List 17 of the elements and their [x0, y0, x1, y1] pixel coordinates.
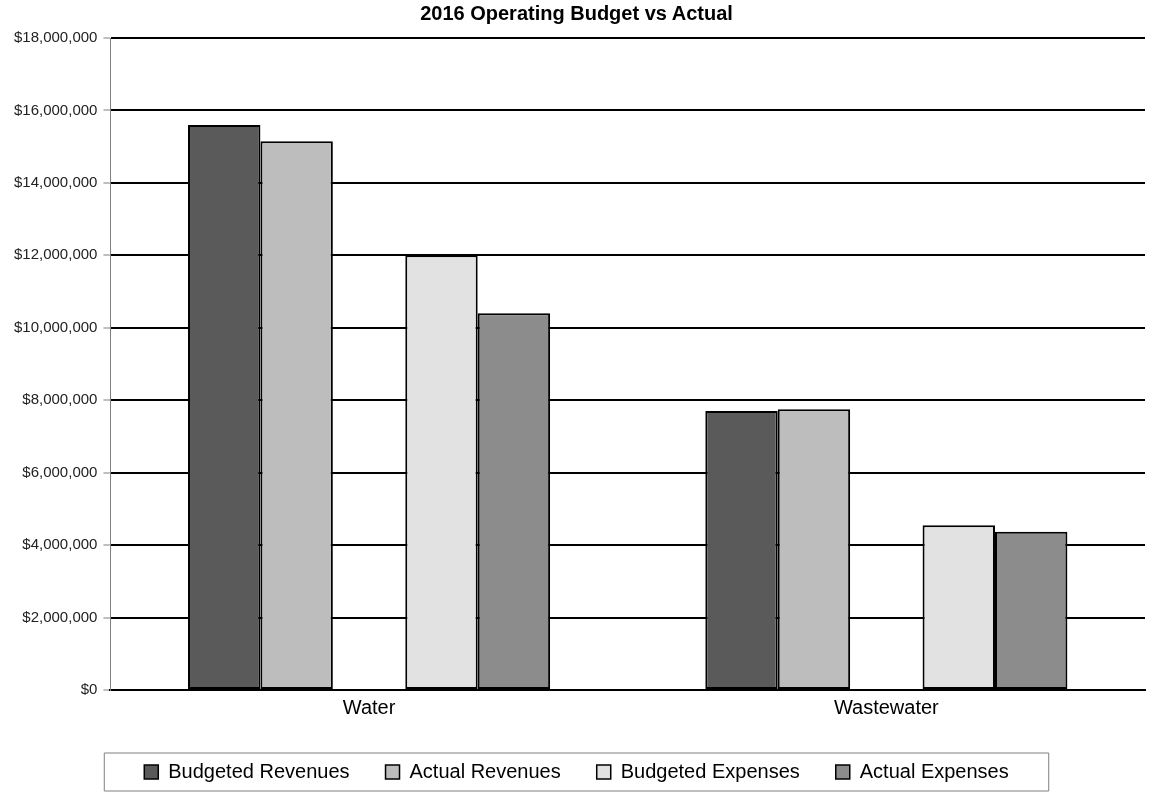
legend-label: Budgeted Expenses [620, 759, 800, 782]
y-tick-label: $10,000,000 [13, 317, 98, 335]
legend-label: Budgeted Revenues [168, 759, 350, 782]
chart-title: 2016 Operating Budget vs Actual [420, 1, 733, 24]
y-tick-label: $12,000,000 [13, 245, 98, 263]
y-tick-label: $0 [80, 680, 98, 698]
legend-label: Actual Expenses [859, 759, 1009, 782]
x-tick-label: Wastewater [833, 695, 940, 718]
y-tick-label: $2,000,000 [22, 607, 98, 625]
x-tick-label: Water [342, 695, 396, 718]
y-tick-label: $8,000,000 [22, 390, 98, 408]
y-tick-label: $6,000,000 [22, 462, 98, 480]
y-tick-label: $4,000,000 [22, 535, 98, 553]
legend-label: Actual Revenues [409, 759, 561, 782]
y-tick-label: $18,000,000 [13, 28, 98, 46]
y-tick-label: $16,000,000 [13, 100, 98, 118]
y-tick-label: $14,000,000 [13, 173, 98, 191]
